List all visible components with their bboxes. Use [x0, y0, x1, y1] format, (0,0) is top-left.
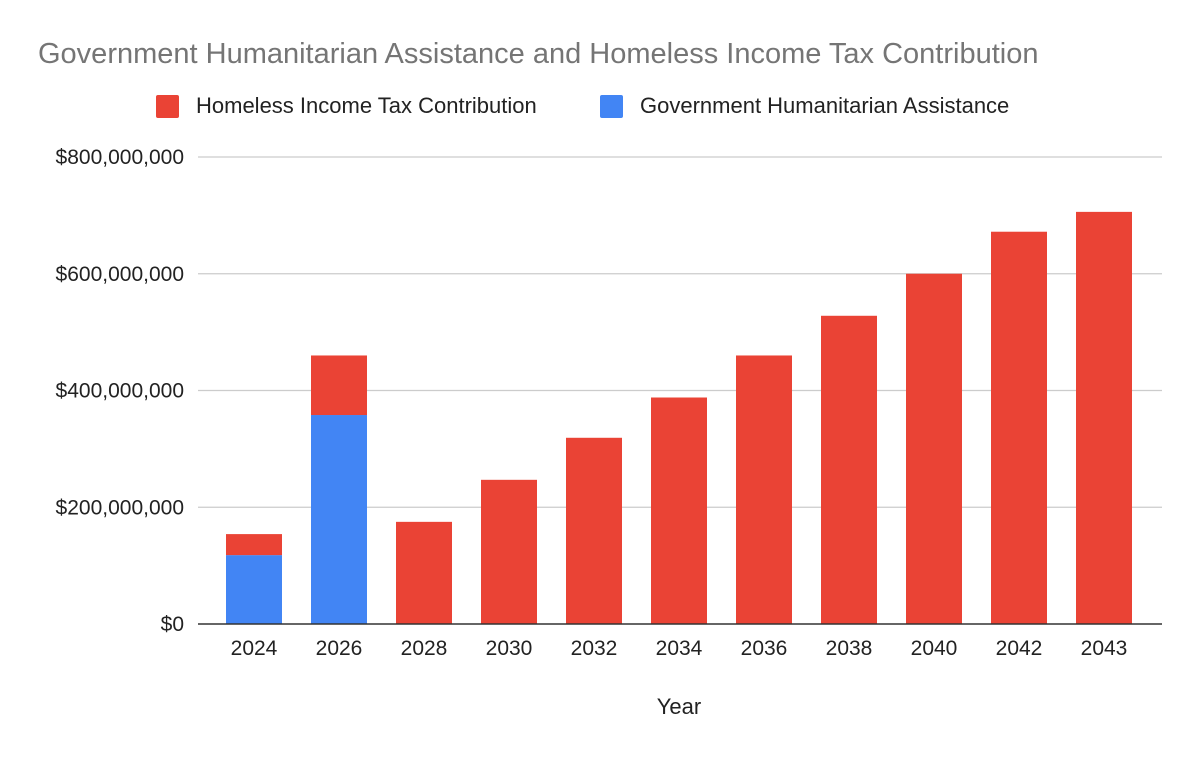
legend: Homeless Income Tax Contribution Governme… [156, 93, 1009, 118]
bar-homeless-income-tax-contribution-2024 [226, 534, 282, 556]
x-tick-label: 2026 [316, 637, 363, 660]
x-tick-label: 2040 [911, 637, 958, 660]
x-tick-label: 2036 [741, 637, 788, 660]
legend-label-homeless-income-tax-contribution: Homeless Income Tax Contribution [196, 93, 537, 118]
bar-government-humanitarian-assistance-2024 [226, 555, 282, 624]
legend-swatch-government-humanitarian-assistance [600, 95, 623, 118]
y-tick-label: $400,000,000 [56, 380, 184, 403]
bar-homeless-income-tax-contribution-2026 [311, 355, 367, 416]
bar-homeless-income-tax-contribution-2036 [736, 355, 792, 624]
y-tick-label: $0 [161, 613, 184, 636]
bar-homeless-income-tax-contribution-2030 [481, 479, 537, 624]
bar-homeless-income-tax-contribution-2040 [906, 273, 962, 624]
bar-homeless-income-tax-contribution-2038 [821, 315, 877, 624]
x-axis-tick-labels: 2024 2026 2028 2030 2032 2034 2036 2038 2040 2042… [231, 637, 1128, 660]
chart-title: Government Humanitarian Assistance and H… [38, 38, 1038, 70]
x-tick-label: 2032 [571, 637, 618, 660]
x-tick-label: 2043 [1081, 637, 1128, 660]
x-tick-label: 2034 [656, 637, 703, 660]
x-tick-label: 2030 [486, 637, 533, 660]
x-tick-label: 2028 [401, 637, 448, 660]
bar-homeless-income-tax-contribution-2043 [1076, 211, 1132, 624]
bar-homeless-income-tax-contribution-2028 [396, 521, 452, 624]
bar-homeless-income-tax-contribution-2032 [566, 437, 622, 624]
legend-swatch-homeless-income-tax-contribution [156, 95, 179, 118]
x-axis-title: Year [657, 694, 701, 719]
y-axis-tick-labels: $0 $200,000,000 $400,000,000 $600,000,000 $8… [56, 146, 184, 636]
x-tick-label: 2038 [826, 637, 873, 660]
x-tick-label: 2042 [996, 637, 1043, 660]
x-tick-label: 2024 [231, 637, 278, 660]
bar-homeless-income-tax-contribution-2042 [991, 231, 1047, 624]
bar-government-humanitarian-assistance-2026 [311, 415, 367, 624]
bar-homeless-income-tax-contribution-2034 [651, 397, 707, 624]
bars [226, 211, 1132, 624]
y-tick-label: $800,000,000 [56, 146, 184, 169]
legend-label-government-humanitarian-assistance: Government Humanitarian Assistance [640, 93, 1009, 118]
y-tick-label: $200,000,000 [56, 496, 184, 519]
y-tick-label: $600,000,000 [56, 263, 184, 286]
